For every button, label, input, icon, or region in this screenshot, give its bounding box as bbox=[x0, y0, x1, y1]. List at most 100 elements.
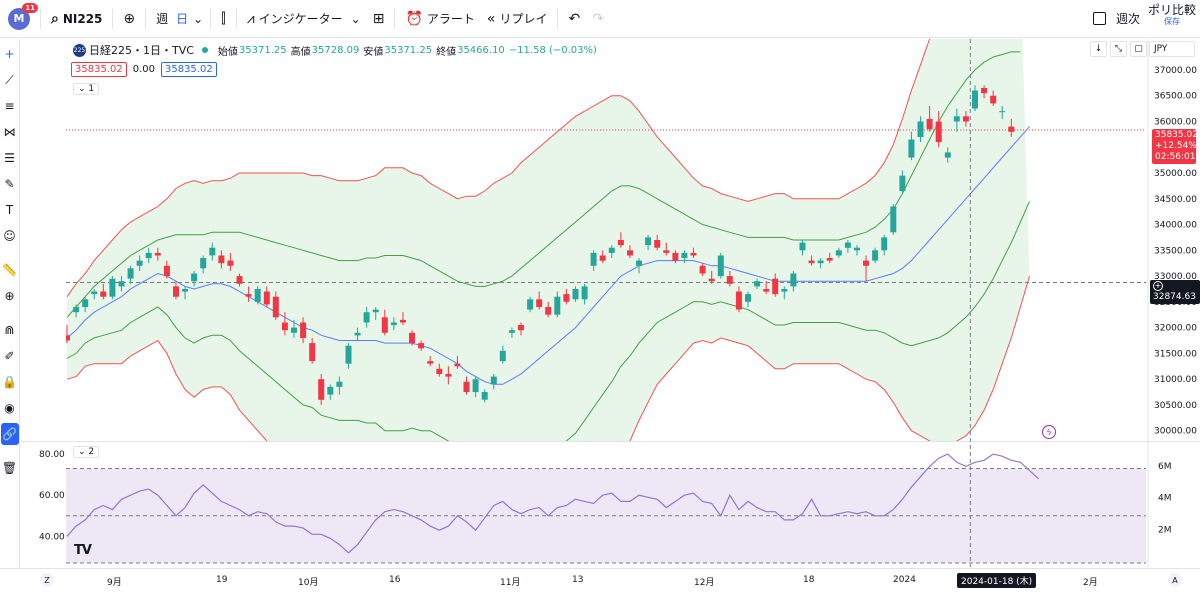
high-value: 35728.09 bbox=[311, 44, 360, 56]
candle-body bbox=[472, 379, 479, 393]
lightning-icon[interactable]: ϟ bbox=[1042, 425, 1056, 439]
bar-countdown: 02:56:01 bbox=[1155, 152, 1196, 162]
candle-body bbox=[309, 343, 316, 362]
pane-maximize-button[interactable]: ▢ bbox=[1130, 41, 1147, 57]
currency-select[interactable]: JPY bbox=[1149, 41, 1195, 57]
chart-type-button[interactable]: ⫿ bbox=[215, 5, 231, 33]
spread-value: 0.00 bbox=[132, 64, 155, 75]
compare-save-button[interactable]: ポリ比較 保存 bbox=[1147, 2, 1196, 26]
candle-body bbox=[272, 296, 279, 318]
candle-body bbox=[209, 247, 216, 256]
brush-icon: ✎ bbox=[4, 177, 15, 191]
hide-drawings-tool[interactable]: ◉ bbox=[1, 397, 19, 419]
ruler-tool[interactable]: 📏 bbox=[1, 259, 19, 281]
pane1-indicator-toggle[interactable]: ⌄ 1 bbox=[73, 83, 100, 95]
redo-button[interactable]: ↷ bbox=[586, 5, 610, 33]
low-value: 35371.25 bbox=[384, 44, 433, 56]
pencil-lock-icon: ✐ bbox=[4, 349, 15, 363]
delete-tool[interactable]: 🗑 bbox=[1, 457, 19, 479]
top-toolbar: M 11 ⌕ NI225 ⊕ 週 日 ⌄ ⫿ ⩘ インジケーター bbox=[0, 0, 1200, 38]
candle-body bbox=[1008, 126, 1015, 132]
candle-body bbox=[536, 299, 543, 307]
fullscreen-toggle[interactable] bbox=[1087, 5, 1112, 33]
main-pane[interactable] bbox=[64, 39, 1146, 568]
pitchfork-tool[interactable]: ⋈ bbox=[1, 121, 19, 143]
price-tick-label: 33000.00 bbox=[1154, 272, 1197, 282]
legend: 225 日経225・1日・TVC 始値 35371.25 高値 35728.09 安… bbox=[73, 43, 597, 58]
candle-body bbox=[100, 291, 107, 297]
plus-icon[interactable]: + bbox=[1153, 281, 1163, 291]
interval-day-button[interactable]: 日 bbox=[176, 12, 189, 26]
legend-title[interactable]: 日経225・1日・TVC bbox=[89, 44, 194, 57]
zoom-tool[interactable]: ⊕ bbox=[1, 285, 19, 307]
candle-body bbox=[745, 294, 751, 302]
candle-body bbox=[908, 139, 915, 158]
band-fill bbox=[67, 39, 1030, 441]
candle-body bbox=[66, 335, 70, 341]
lock-drawing-tool[interactable]: ✐ bbox=[1, 345, 19, 367]
buy-price-box[interactable]: 35835.02 bbox=[160, 62, 217, 77]
time-axis[interactable]: Z 9月 19 10月 16 11月 13 12月 18 2024 2月 202… bbox=[0, 568, 1200, 593]
trendline-tool[interactable]: ⟋ bbox=[1, 69, 19, 91]
undo-button[interactable]: ↶ bbox=[562, 5, 586, 33]
weekly-toggle[interactable]: 週次 bbox=[1115, 12, 1140, 26]
pane2-indicator-toggle[interactable]: ⌄ 2 bbox=[73, 446, 100, 458]
crosshair-icon: + bbox=[4, 47, 15, 61]
candle-body bbox=[808, 260, 815, 264]
fib-icon: ☰ bbox=[4, 151, 15, 165]
candle-body bbox=[863, 260, 869, 266]
candle-body bbox=[654, 240, 661, 248]
candle-body bbox=[345, 345, 352, 364]
pane-down-button[interactable]: ↓ bbox=[1090, 41, 1107, 57]
candle-body bbox=[336, 381, 343, 387]
auto-scale-button[interactable]: A bbox=[1168, 573, 1182, 587]
lock-all-tool[interactable]: 🔒 bbox=[1, 371, 19, 393]
candle-body bbox=[254, 289, 261, 302]
candle-body bbox=[972, 90, 978, 109]
candle-body bbox=[400, 319, 406, 323]
market-status-dot bbox=[201, 47, 208, 53]
alert-button[interactable]: ⏰ アラート bbox=[405, 10, 475, 27]
eye-icon: ◉ bbox=[4, 401, 15, 415]
candle-body bbox=[191, 273, 198, 282]
link-tool[interactable]: 🔗 bbox=[0, 423, 19, 445]
avatar[interactable]: M 11 bbox=[8, 2, 38, 30]
interval-dropdown[interactable]: ⌄ bbox=[190, 5, 206, 33]
inner-upper-band bbox=[66, 51, 1021, 318]
candle-body bbox=[227, 260, 234, 266]
brush-tool[interactable]: ✎ bbox=[1, 173, 19, 195]
smiley-icon: ☺ bbox=[3, 229, 16, 243]
indicators-button[interactable]: ⩘ インジケーター ⌄ bbox=[246, 10, 361, 27]
crosshair-tool[interactable]: + bbox=[1, 43, 19, 65]
maximize-icon: ▢ bbox=[1134, 44, 1143, 54]
trendline-icon: ⟋ bbox=[5, 72, 14, 87]
drawing-toolbar: + ⟋ ≡ ⋈ ☰ ✎ T ☺ 📏 ⊕ ⋒ ✐ 🔒 ◉ 🔗 🗑 bbox=[0, 39, 20, 569]
candle-body bbox=[318, 379, 325, 400]
candle-body bbox=[363, 312, 370, 323]
candle-body bbox=[717, 255, 724, 277]
pane-collapse-button[interactable]: ⤡ bbox=[1110, 41, 1127, 57]
emoji-tool[interactable]: ☺ bbox=[1, 225, 19, 247]
replay-button[interactable]: « リプレイ bbox=[486, 10, 548, 27]
user-menu-button[interactable]: M 11 bbox=[0, 2, 38, 33]
price-tick-label: 37000.00 bbox=[1154, 66, 1197, 76]
compare-symbol-button[interactable]: ⊕ bbox=[117, 5, 141, 33]
symbol-search-button[interactable]: ⌕ NI225 bbox=[45, 5, 108, 33]
time-tick: 18 bbox=[803, 575, 815, 585]
candle-body bbox=[781, 289, 788, 292]
interval-week-button[interactable]: 週 bbox=[156, 12, 169, 26]
candle-body bbox=[944, 152, 951, 158]
outer-upper-band bbox=[66, 39, 931, 297]
candle-body bbox=[563, 294, 570, 302]
magnet-tool[interactable]: ⋒ bbox=[1, 319, 19, 341]
horizontal-lines-tool[interactable]: ≡ bbox=[1, 95, 19, 117]
timezone-button[interactable]: Z bbox=[40, 573, 54, 587]
chart-canvas[interactable]: 37000.0036500.0036000.0035500.0035000.00… bbox=[21, 39, 1200, 568]
divider bbox=[557, 8, 559, 29]
candle-body bbox=[73, 307, 80, 313]
price-tick-label: 30500.00 bbox=[1154, 401, 1197, 411]
fib-tool[interactable]: ☰ bbox=[1, 147, 19, 169]
sell-price-box[interactable]: 35835.02 bbox=[71, 62, 127, 77]
layouts-button[interactable]: ⊞ bbox=[367, 5, 391, 33]
text-tool[interactable]: T bbox=[1, 199, 19, 221]
